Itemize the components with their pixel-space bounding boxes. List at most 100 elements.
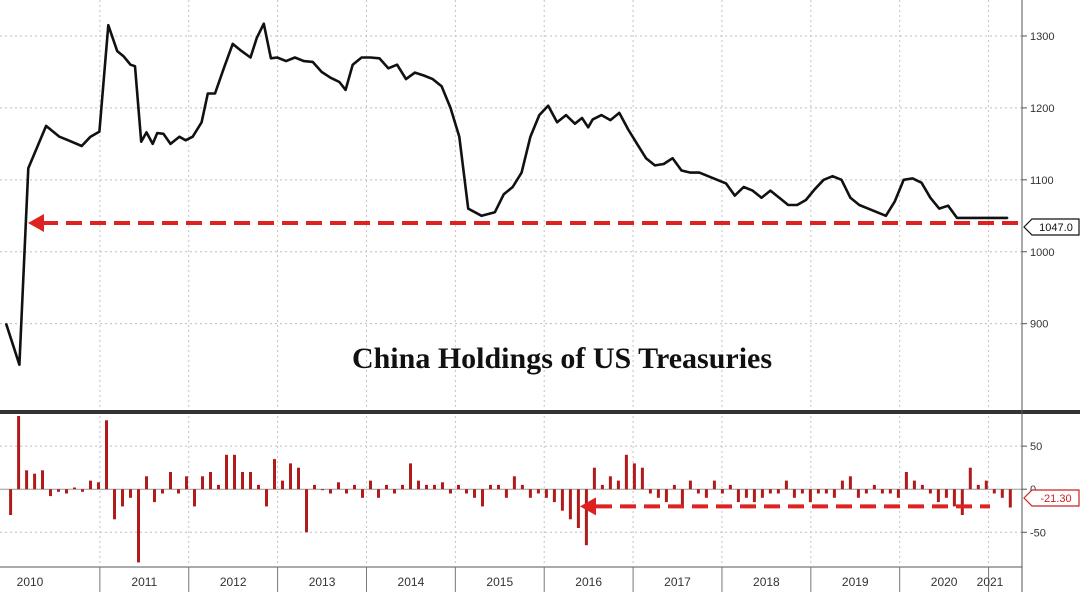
bar: [257, 484, 260, 490]
line-series-point: [344, 89, 347, 91]
line-series-point: [929, 197, 932, 199]
line-series-point: [58, 135, 61, 138]
bar: [912, 480, 916, 490]
bar: [600, 484, 604, 490]
line-series-point: [369, 56, 372, 59]
bar: [568, 489, 572, 520]
line-series-point: [480, 215, 483, 217]
bar: [49, 489, 52, 497]
bar: [920, 484, 924, 490]
bar-panel-grid: [0, 416, 1022, 565]
line-series-point: [223, 67, 225, 70]
line-series-point: [840, 179, 843, 181]
line-series-point: [902, 179, 905, 181]
bar: [81, 489, 84, 492]
bar: [41, 470, 44, 490]
line-series-point: [98, 130, 101, 133]
bar: [992, 489, 996, 494]
bar: [281, 480, 284, 490]
line-series-point: [716, 179, 718, 181]
line-series-point: [129, 63, 132, 66]
bar: [504, 489, 508, 498]
line-series-point: [67, 139, 70, 142]
bar: [369, 480, 372, 490]
line-series-point: [956, 217, 958, 219]
line-series-point: [911, 177, 914, 180]
line-series-point: [680, 169, 683, 172]
line-series-point: [974, 217, 976, 219]
line-series-point: [80, 145, 83, 147]
bar-panel-y-tick-label: 50: [1030, 441, 1042, 453]
bar: [800, 489, 804, 494]
bar: [744, 489, 748, 498]
bar: [808, 489, 812, 503]
line-series-point: [556, 121, 558, 124]
bar: [952, 489, 956, 507]
x-axis-tick-label: 2012: [220, 575, 247, 589]
bar: [976, 484, 980, 490]
line-series-point: [885, 215, 887, 217]
line-series-point: [351, 63, 354, 66]
line-series-point: [609, 119, 612, 121]
bar: [305, 489, 308, 533]
line-series-point: [725, 182, 727, 185]
line-series-point: [503, 193, 505, 195]
line-series-point: [255, 37, 258, 39]
line-series-point: [1006, 217, 1009, 219]
bar: [457, 484, 460, 490]
line-series-point: [151, 143, 154, 145]
bar: [17, 416, 21, 490]
bar: [105, 420, 108, 490]
bar: [944, 489, 948, 498]
bar: [65, 489, 68, 494]
line-series-point: [18, 363, 21, 366]
bar: [1008, 489, 1012, 508]
line-series-point: [89, 135, 92, 138]
line-series-point: [338, 81, 341, 83]
bar: [353, 484, 356, 490]
line-series-point: [449, 107, 452, 109]
line-series-point: [200, 121, 203, 124]
line-series-point: [387, 67, 390, 70]
bar: [97, 482, 100, 490]
line-series-point: [698, 171, 701, 174]
line-series-point: [249, 56, 252, 59]
line-series-point: [145, 131, 148, 134]
bar: [632, 463, 636, 490]
line-series-point: [140, 140, 142, 143]
line-series-point: [581, 117, 583, 119]
line-series-point: [787, 204, 789, 206]
line-series-point: [520, 171, 523, 174]
bar: [968, 467, 972, 490]
line-series-point: [431, 78, 434, 80]
bar: [449, 489, 452, 494]
line-series-point: [162, 133, 165, 135]
line-panel-y-tick-label: 1100: [1030, 175, 1054, 187]
bar: [497, 484, 500, 490]
line-series-point: [311, 61, 314, 63]
line-series-point: [320, 71, 323, 73]
bar-last-value-label: -21.30: [1040, 493, 1071, 505]
line-series-point: [169, 143, 172, 145]
bar: [664, 489, 668, 503]
bar: [824, 489, 828, 494]
x-axis-tick-label: 2013: [309, 575, 336, 589]
line-panel-grid: [0, 0, 1022, 410]
bar: [329, 489, 332, 494]
bar: [265, 489, 268, 507]
bar: [129, 489, 132, 498]
bar: [904, 472, 908, 490]
line-series-point: [458, 135, 461, 138]
line-series-point: [938, 207, 940, 210]
line-series-point: [662, 163, 665, 165]
line-series-point: [822, 179, 825, 181]
line-panel-y-tick-label: 1000: [1030, 247, 1054, 259]
bar: [185, 476, 188, 490]
bar: [209, 472, 212, 490]
line-series-point: [191, 135, 194, 138]
bar: [688, 480, 692, 490]
line-series-point: [547, 104, 549, 107]
line-series-point: [689, 171, 692, 174]
line-series-point: [867, 207, 869, 210]
line-series-point: [494, 211, 496, 213]
